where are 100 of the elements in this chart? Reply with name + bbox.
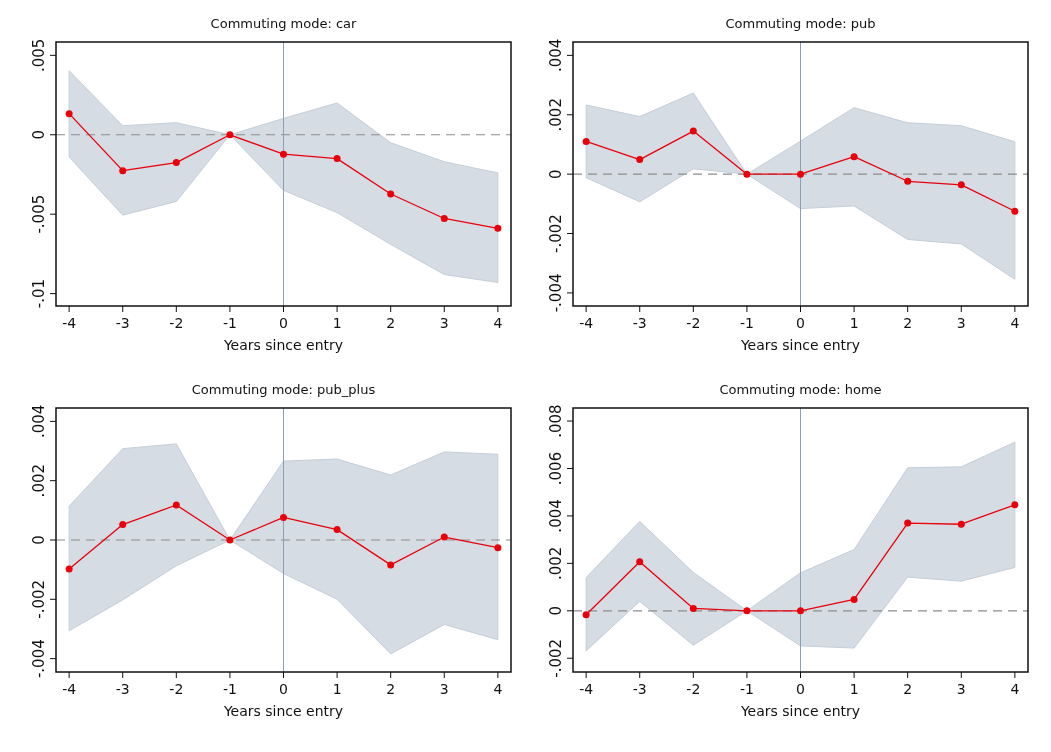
y-tick-label: 0 xyxy=(30,129,48,140)
y-tick-label: .006 xyxy=(547,451,565,486)
y-tick-label: -.005 xyxy=(30,194,48,234)
y-tick-label: 0 xyxy=(547,606,565,616)
x-tick-label: -2 xyxy=(169,681,184,697)
x-axis-title: Years since entry xyxy=(739,703,861,719)
x-tick-label: 2 xyxy=(386,315,396,331)
x-axis-title: Years since entry xyxy=(222,703,344,719)
y-tick-label: 0 xyxy=(30,535,48,545)
x-tick-label: 3 xyxy=(956,315,966,331)
point xyxy=(226,536,234,544)
x-tick-label: 0 xyxy=(279,681,288,697)
point xyxy=(494,224,502,232)
point xyxy=(743,607,751,615)
point xyxy=(582,611,590,619)
x-tick-label: 0 xyxy=(279,315,288,331)
y-tick-label: .002 xyxy=(547,546,565,581)
y-tick-label: -.004 xyxy=(30,639,48,679)
y-tick-label: 0 xyxy=(547,169,565,179)
x-tick-label: 2 xyxy=(903,315,913,331)
y-tick-label: .004 xyxy=(547,38,565,73)
x-tick-label: 0 xyxy=(796,681,805,697)
y-tick-label: .002 xyxy=(30,463,48,498)
x-axis-title: Years since entry xyxy=(739,337,861,353)
x-tick-label: -4 xyxy=(579,681,594,697)
point xyxy=(172,159,180,167)
x-tick-label: 3 xyxy=(439,681,449,697)
y-tick-label: .004 xyxy=(547,499,565,533)
y-tick-label: -.002 xyxy=(547,214,565,253)
x-tick-label: 1 xyxy=(849,315,859,331)
point xyxy=(743,170,751,178)
chart-title: Commuting mode: home xyxy=(719,382,882,397)
x-tick-label: -2 xyxy=(169,315,184,331)
point xyxy=(797,607,804,615)
point xyxy=(850,153,858,161)
chart-title: Commuting mode: car xyxy=(210,16,358,31)
point xyxy=(1011,501,1019,509)
point xyxy=(689,127,697,135)
x-tick-label: -4 xyxy=(62,681,77,697)
x-tick-label: 1 xyxy=(332,681,342,697)
point xyxy=(65,110,73,118)
point xyxy=(280,150,287,158)
x-tick-label: 2 xyxy=(903,681,913,697)
point xyxy=(797,170,804,178)
y-tick-label: -.002 xyxy=(30,579,48,619)
point xyxy=(440,214,448,222)
point xyxy=(689,604,697,612)
x-tick-label: -3 xyxy=(115,315,130,331)
chart-title: Commuting mode: pub_plus xyxy=(191,382,376,397)
point xyxy=(636,558,644,566)
x-tick-label: 1 xyxy=(332,315,342,331)
point xyxy=(904,519,912,527)
y-tick-label: .005 xyxy=(30,38,48,73)
x-tick-label: -3 xyxy=(632,315,647,331)
x-tick-label: -4 xyxy=(62,315,77,331)
point xyxy=(957,181,965,189)
point xyxy=(850,595,858,603)
x-tick-label: 3 xyxy=(439,315,449,331)
y-tick-label: .008 xyxy=(547,404,565,438)
point xyxy=(280,513,287,521)
x-tick-label: -1 xyxy=(222,315,237,331)
y-tick-label: -.01 xyxy=(30,278,48,309)
point xyxy=(119,521,127,529)
x-tick-label: -1 xyxy=(739,315,754,331)
y-tick-label: .004 xyxy=(30,404,48,439)
x-tick-label: -2 xyxy=(686,315,701,331)
x-tick-label: 3 xyxy=(956,681,966,697)
chart-title: Commuting mode: pub xyxy=(725,16,876,31)
point xyxy=(333,155,341,163)
x-tick-label: -3 xyxy=(115,681,130,697)
point xyxy=(957,520,965,528)
x-tick-label: -3 xyxy=(632,681,647,697)
x-tick-label: 4 xyxy=(493,315,503,331)
point xyxy=(65,565,73,573)
y-tick-label: -.004 xyxy=(547,273,565,313)
point xyxy=(582,137,590,145)
x-tick-label: 4 xyxy=(1010,681,1020,697)
point xyxy=(333,526,341,534)
point xyxy=(904,177,912,185)
x-tick-label: 2 xyxy=(386,681,396,697)
x-axis-title: Years since entry xyxy=(222,337,344,353)
x-tick-label: -4 xyxy=(579,315,594,331)
x-tick-label: -1 xyxy=(222,681,237,697)
point xyxy=(1011,207,1019,215)
point xyxy=(172,501,180,509)
point xyxy=(636,156,644,164)
x-tick-label: -1 xyxy=(739,681,754,697)
x-tick-label: 1 xyxy=(849,681,859,697)
point xyxy=(226,131,234,139)
x-tick-label: 4 xyxy=(493,681,503,697)
point xyxy=(494,544,502,552)
point xyxy=(387,561,395,569)
x-tick-label: 0 xyxy=(796,315,805,331)
x-tick-label: 4 xyxy=(1010,315,1020,331)
y-tick-label: .002 xyxy=(547,98,565,132)
point xyxy=(387,190,395,198)
y-tick-label: -.002 xyxy=(547,638,565,678)
point xyxy=(119,167,127,175)
point xyxy=(440,533,448,541)
x-tick-label: -2 xyxy=(686,681,701,697)
